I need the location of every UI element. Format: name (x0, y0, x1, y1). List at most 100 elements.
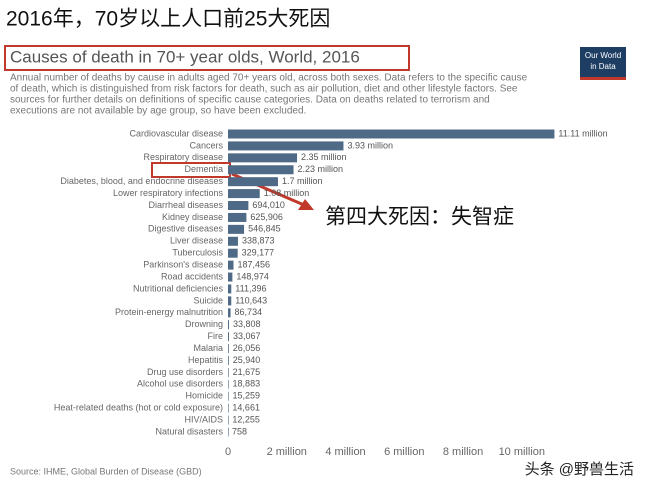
x-tick-label: 2 million (267, 446, 307, 458)
value-label: 2.23 million (298, 164, 344, 174)
value-label: 758 (232, 426, 247, 436)
title-highlight (4, 45, 410, 71)
bar (228, 415, 229, 425)
value-label: 25,940 (233, 355, 261, 365)
subtitle: executions are not available by age grou… (10, 106, 306, 117)
bar (228, 129, 555, 139)
category-label: Diabetes, blood, and endocrine diseases (60, 176, 223, 186)
bar (228, 248, 238, 258)
bar (228, 260, 234, 270)
value-label: 546,845 (248, 224, 281, 234)
category-label: Malaria (193, 343, 223, 353)
value-label: 86,734 (235, 307, 263, 317)
watermark: 头条 @野兽生活 (525, 461, 634, 478)
bar (228, 308, 231, 318)
bar (228, 367, 229, 377)
value-label: 329,177 (242, 248, 275, 258)
category-label: Tuberculosis (172, 248, 223, 258)
bar (228, 272, 233, 282)
bar (228, 355, 229, 365)
category-label: Suicide (193, 295, 223, 305)
bar (228, 344, 229, 354)
value-label: 33,067 (233, 331, 261, 341)
category-label: Lower respiratory infections (113, 188, 224, 198)
category-label: Alcohol use disorders (137, 379, 224, 389)
category-label: Natural disasters (155, 426, 223, 436)
bar (228, 236, 238, 246)
value-label: 110,643 (235, 295, 267, 305)
category-label: Respiratory disease (143, 152, 223, 162)
category-label: Drowning (185, 319, 223, 329)
bar (228, 224, 245, 234)
bar (228, 153, 298, 163)
value-label: 33,808 (233, 319, 261, 329)
category-label: Homicide (185, 391, 223, 401)
category-label: Road accidents (161, 271, 224, 281)
category-label: HIV/AIDS (184, 414, 223, 424)
bar (228, 177, 278, 187)
bar (228, 427, 229, 437)
bar (228, 201, 249, 211)
slide-title: 2016年，70岁以上人口前25大死因 (6, 8, 330, 31)
bar (228, 403, 229, 413)
value-label: 14,661 (232, 403, 260, 413)
category-label: Kidney disease (162, 212, 223, 222)
bar (228, 332, 229, 342)
value-label: 625,906 (250, 212, 283, 222)
bar (228, 141, 344, 151)
x-tick-label: 0 (225, 446, 231, 458)
category-label: Diarrheal diseases (148, 200, 223, 210)
value-label: 21,675 (233, 367, 261, 377)
plot: Annual number of deaths by cause in adul… (10, 73, 608, 458)
logo-text: in Data (590, 62, 616, 71)
bar (228, 379, 229, 389)
value-label: 12,255 (232, 414, 260, 424)
value-label: 148,974 (236, 271, 269, 281)
value-label: 111,396 (235, 283, 266, 293)
bar (228, 212, 247, 222)
subtitle: of death, which is distinguished from ri… (10, 84, 518, 95)
category-label: Parkinson's disease (143, 259, 223, 269)
arrow-head (298, 199, 314, 210)
value-label: 11.11 million (558, 128, 607, 138)
bar (228, 284, 232, 294)
value-label: 338,873 (242, 236, 275, 246)
value-label: 3.93 million (347, 140, 393, 150)
category-label: Cardiovascular disease (129, 128, 223, 138)
value-label: 15,259 (232, 391, 260, 401)
value-label: 694,010 (252, 200, 285, 210)
bar (228, 320, 229, 330)
category-label: Liver disease (170, 236, 223, 246)
bar (228, 189, 260, 199)
category-label: Heat-related deaths (hot or cold exposur… (54, 403, 223, 413)
category-label: Drug use disorders (147, 367, 224, 377)
logo-text: Our World (585, 51, 621, 60)
x-tick-label: 10 million (499, 446, 545, 458)
source: Source: IHME, Global Burden of Disease (… (10, 466, 202, 476)
category-label: Fire (208, 331, 224, 341)
x-tick-label: 4 million (325, 446, 365, 458)
value-label: 18,883 (233, 379, 261, 389)
callout: 第四大死因：失智症 (325, 206, 514, 229)
bar (228, 165, 294, 175)
category-label: Hepatitis (188, 355, 224, 365)
value-label: 187,456 (238, 259, 271, 269)
category-label: Dementia (184, 164, 223, 174)
bar (228, 296, 232, 306)
category-label: Digestive diseases (148, 224, 224, 234)
subtitle: sources for further details on definitio… (10, 95, 490, 106)
bar (228, 391, 229, 401)
logo-stripe (580, 77, 626, 80)
value-label: 1.7 million (282, 176, 323, 186)
logo-box (580, 47, 626, 77)
category-label: Nutritional deficiencies (133, 283, 224, 293)
x-tick-label: 6 million (384, 446, 424, 458)
category-label: Protein-energy malnutrition (115, 307, 223, 317)
x-tick-label: 8 million (443, 446, 483, 458)
value-label: 1.08 million (264, 188, 310, 198)
value-label: 2.35 million (301, 152, 347, 162)
value-label: 26,056 (233, 343, 261, 353)
category-label: Cancers (189, 140, 223, 150)
